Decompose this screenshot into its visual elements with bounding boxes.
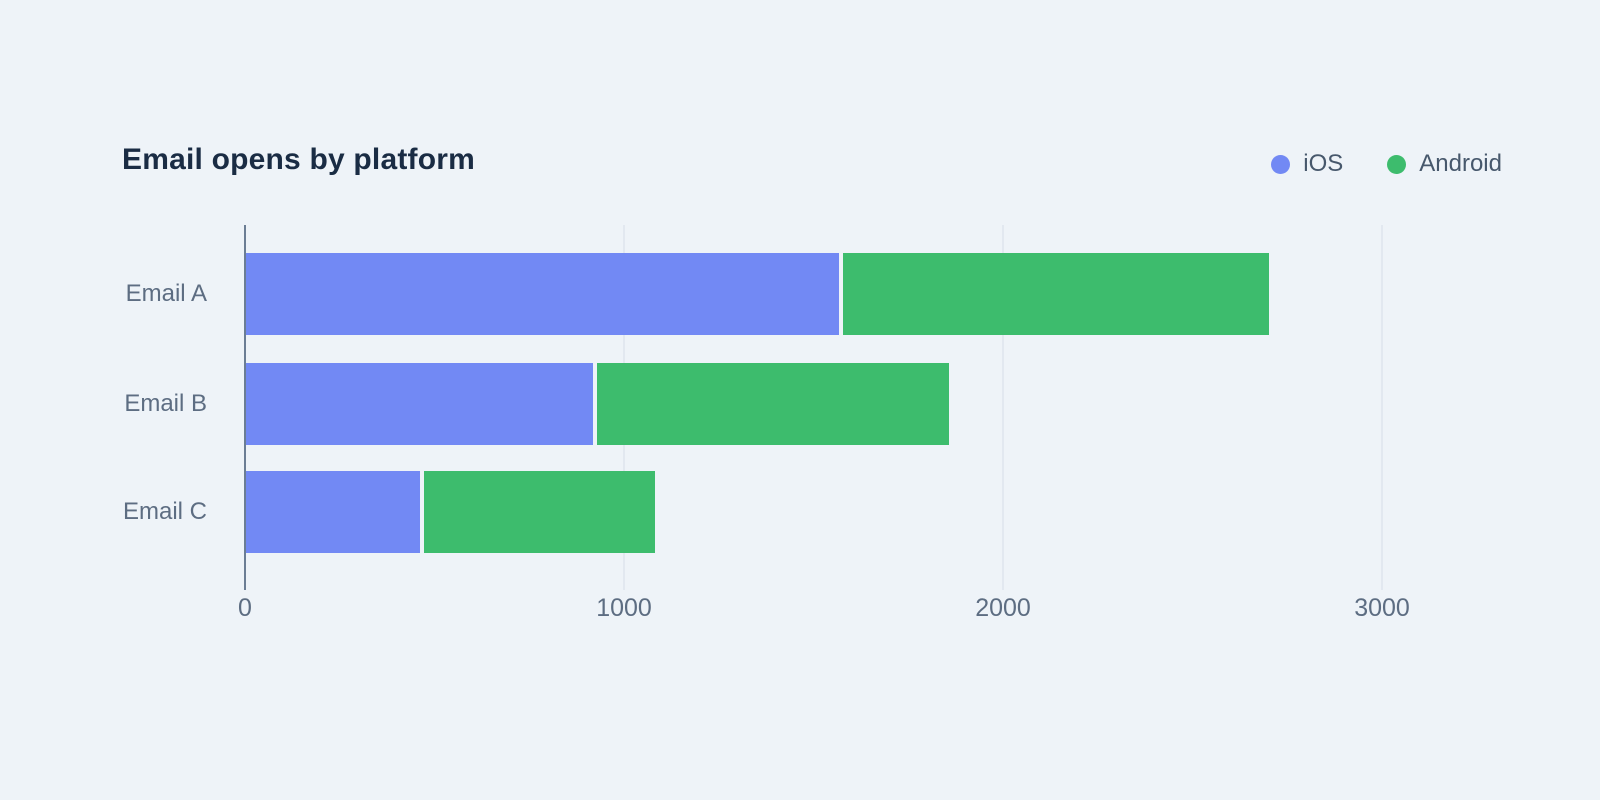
legend-label-android: Android xyxy=(1419,150,1502,177)
category-label-email-b: Email B xyxy=(124,390,207,417)
bar-row-email-a xyxy=(246,253,1461,335)
x-tick-label-1000: 1000 xyxy=(596,594,652,622)
bar-segment-ios[interactable] xyxy=(246,363,593,445)
x-tick-label-2000: 2000 xyxy=(975,594,1031,622)
bar-segment-android[interactable] xyxy=(424,471,656,553)
legend-swatch-ios-icon xyxy=(1271,154,1291,174)
bar-segment-android[interactable] xyxy=(842,253,1270,335)
bar-segment-ios[interactable] xyxy=(246,471,421,553)
bar-segment-android[interactable] xyxy=(596,363,950,445)
gridline-2000 xyxy=(1002,225,1004,590)
plot-area: 0 1000 2000 3000 xyxy=(238,225,1461,622)
legend-label-ios: iOS xyxy=(1303,150,1344,177)
category-label-email-c: Email C xyxy=(122,498,207,525)
legend: iOS Android xyxy=(1271,150,1502,178)
legend-item-android[interactable]: Android xyxy=(1387,150,1502,178)
bar-row-email-b xyxy=(246,363,1461,445)
bar-row-email-c xyxy=(246,471,1461,553)
legend-item-ios[interactable]: iOS xyxy=(1271,150,1343,178)
chart-title: Email opens by platform xyxy=(122,143,475,176)
bar-segment-ios[interactable] xyxy=(246,253,839,335)
category-label-email-a: Email A xyxy=(125,280,207,307)
y-axis-line xyxy=(244,225,246,590)
legend-swatch-android-icon xyxy=(1387,154,1407,174)
gridline-3000 xyxy=(1381,225,1383,590)
x-tick-label-3000: 3000 xyxy=(1354,594,1410,622)
x-tick-label-0: 0 xyxy=(238,594,252,622)
